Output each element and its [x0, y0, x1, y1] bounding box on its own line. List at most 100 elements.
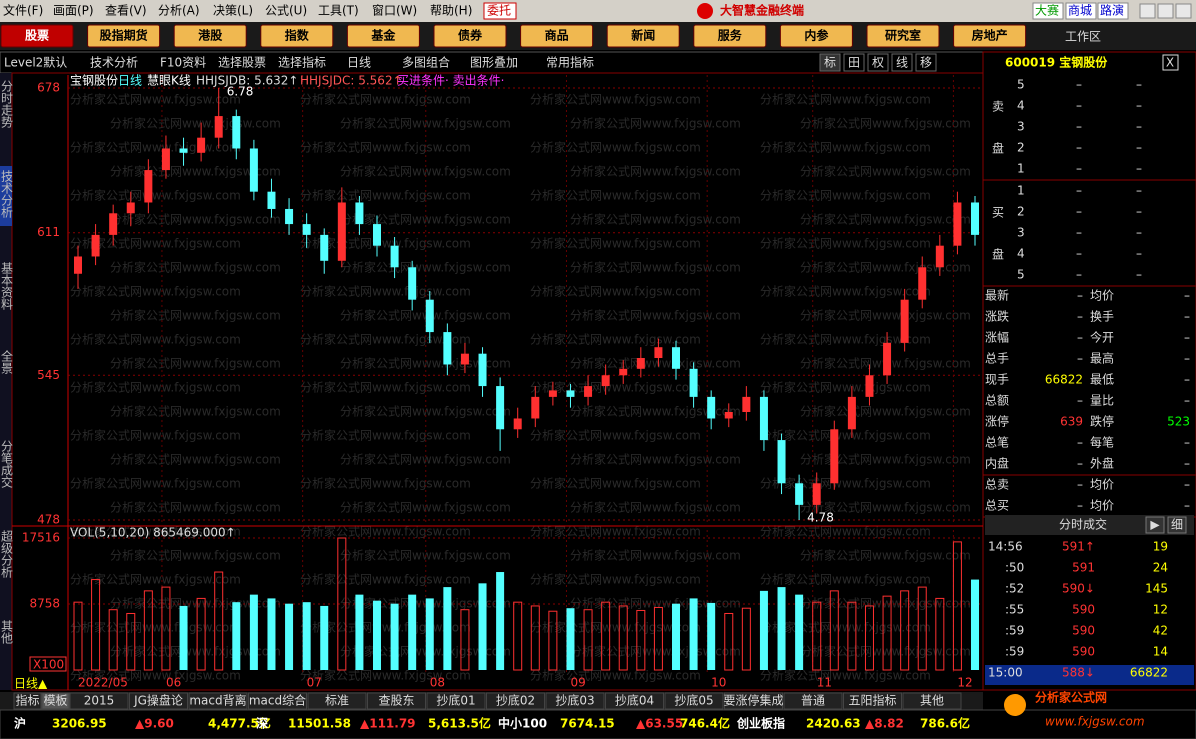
- tool-icon-label[interactable]: 标: [824, 56, 836, 70]
- bottom-tab[interactable]: [188, 692, 248, 710]
- side-tab[interactable]: 超级分析: [0, 529, 14, 579]
- top-link[interactable]: 商城: [1068, 3, 1092, 18]
- bottom-tab-label[interactable]: 模板: [43, 694, 67, 708]
- nav-tab[interactable]: [866, 24, 940, 48]
- menu-item[interactable]: 画面(P): [53, 4, 94, 18]
- nav-tab-label[interactable]: 指数: [285, 28, 310, 43]
- menu-item[interactable]: 查看(V): [105, 4, 147, 18]
- bottom-tab[interactable]: [486, 692, 545, 710]
- ticks-button-label[interactable]: ▶: [1150, 518, 1160, 532]
- bottom-tab[interactable]: [426, 692, 486, 710]
- toolbar-item[interactable]: 常用指标: [546, 55, 594, 70]
- bottom-tab-label[interactable]: 抄底03: [555, 693, 594, 708]
- nav-tab-label[interactable]: 基金: [370, 28, 396, 43]
- menu-item[interactable]: 分析(A): [158, 4, 200, 18]
- nav-tab-label[interactable]: 债券: [458, 28, 483, 43]
- nav-tab[interactable]: [173, 24, 247, 48]
- ticks-button[interactable]: [1145, 516, 1165, 534]
- bottom-tab[interactable]: [13, 692, 42, 710]
- bottom-tab[interactable]: [545, 692, 605, 710]
- tool-icon-label[interactable]: 移: [920, 56, 932, 70]
- bottom-tab-label[interactable]: 抄底01: [436, 693, 475, 708]
- menu-item[interactable]: 文件(F): [3, 3, 43, 18]
- nav-tab-label[interactable]: 股指期货: [100, 28, 148, 43]
- menu-item[interactable]: 决策(L): [213, 4, 253, 18]
- nav-tab-label[interactable]: 港股: [198, 28, 223, 43]
- toolbar-item[interactable]: Level2默认: [4, 55, 67, 70]
- bottom-tab[interactable]: [248, 692, 307, 710]
- nav-tab-label[interactable]: 研究室: [885, 28, 921, 43]
- toolbar-item[interactable]: 选择指标: [278, 55, 326, 70]
- window-button[interactable]: [1157, 3, 1174, 19]
- bottom-tab-label[interactable]: 抄底02: [496, 693, 535, 708]
- toolbar-item[interactable]: F10资料: [160, 56, 206, 70]
- nav-tab[interactable]: [0, 24, 74, 48]
- toolbar-item[interactable]: 技术分析: [90, 56, 138, 70]
- nav-tab-label[interactable]: 商品: [545, 28, 569, 43]
- bottom-tab[interactable]: [902, 692, 962, 710]
- nav-tab[interactable]: [520, 24, 594, 48]
- tool-icon[interactable]: [819, 53, 841, 72]
- nav-tab[interactable]: [953, 24, 1027, 48]
- menu-item[interactable]: 窗口(W): [372, 4, 417, 18]
- nav-tab[interactable]: [346, 24, 420, 48]
- nav-tab-label[interactable]: 股票: [25, 28, 49, 43]
- bottom-tab-label[interactable]: 其他: [920, 694, 944, 708]
- toolbar-item[interactable]: 多图组合: [402, 55, 450, 70]
- menu-item[interactable]: 工具(T): [318, 4, 359, 18]
- top-link[interactable]: 路演: [1100, 3, 1124, 18]
- window-button[interactable]: [1139, 3, 1156, 19]
- tool-icon[interactable]: [891, 53, 913, 72]
- nav-tab-label[interactable]: 内参: [804, 28, 829, 43]
- menu-item[interactable]: 帮助(H): [430, 4, 472, 18]
- bottom-tab-label[interactable]: macd综合: [249, 693, 306, 708]
- toolbar-item[interactable]: 选择股票: [218, 56, 266, 70]
- top-link[interactable]: 大赛: [1035, 3, 1059, 18]
- bottom-tab[interactable]: [783, 692, 843, 710]
- toolbar-item[interactable]: 图形叠加: [470, 56, 518, 70]
- side-tab[interactable]: 基本资料: [0, 262, 14, 310]
- side-tab[interactable]: 全景: [0, 349, 14, 374]
- bottom-tab-label[interactable]: 指标: [15, 693, 39, 708]
- ticks-button-label[interactable]: 细: [1171, 518, 1183, 532]
- nav-tab[interactable]: [693, 24, 767, 48]
- bottom-tab[interactable]: [724, 692, 783, 710]
- bottom-tab-label[interactable]: macd背离: [189, 693, 246, 708]
- bottom-tab[interactable]: [367, 692, 426, 710]
- bottom-tab[interactable]: [307, 692, 367, 710]
- nav-tab[interactable]: [779, 24, 853, 48]
- tool-icon-label[interactable]: 线: [896, 56, 908, 70]
- window-button[interactable]: [1175, 3, 1192, 19]
- bottom-tab[interactable]: [41, 692, 70, 710]
- bottom-tab[interactable]: [69, 692, 129, 710]
- tool-icon[interactable]: [915, 53, 937, 72]
- tool-icon[interactable]: [867, 53, 889, 72]
- bottom-tab[interactable]: [605, 692, 664, 710]
- bottom-tab-label[interactable]: 2015: [84, 694, 115, 708]
- bottom-tab-label[interactable]: 抄底05: [674, 693, 713, 708]
- workspace[interactable]: 工作区: [1065, 30, 1101, 44]
- nav-tab[interactable]: [87, 24, 161, 48]
- side-tab[interactable]: 分时走势: [0, 80, 14, 128]
- entrust-button[interactable]: 委托: [487, 4, 511, 18]
- side-tab[interactable]: 技术分析: [0, 170, 14, 219]
- bottom-tab-label[interactable]: 五阳指标: [848, 693, 896, 708]
- bottom-tab[interactable]: [664, 692, 724, 710]
- nav-tab-label[interactable]: 服务: [718, 28, 743, 43]
- toolbar-item[interactable]: 日线: [347, 56, 371, 70]
- bottom-tab-label[interactable]: 普通: [801, 694, 825, 708]
- close-box[interactable]: [1162, 54, 1179, 71]
- nav-tab[interactable]: [606, 24, 680, 48]
- bottom-tab-label[interactable]: 抄底04: [615, 693, 654, 708]
- nav-tab[interactable]: [260, 24, 334, 48]
- ticks-button[interactable]: [1167, 516, 1187, 534]
- tool-icon[interactable]: [843, 53, 865, 72]
- side-tab[interactable]: 其他: [0, 620, 14, 644]
- tool-icon-label[interactable]: 权: [872, 56, 884, 70]
- close-button[interactable]: X: [1166, 56, 1174, 70]
- tool-icon-label[interactable]: 田: [848, 56, 860, 70]
- menu-item[interactable]: 公式(U): [265, 4, 307, 18]
- bottom-tab-label[interactable]: JG操盘论: [133, 693, 183, 708]
- nav-tab-label[interactable]: 房地产: [972, 28, 1008, 43]
- bottom-tab[interactable]: [843, 692, 902, 710]
